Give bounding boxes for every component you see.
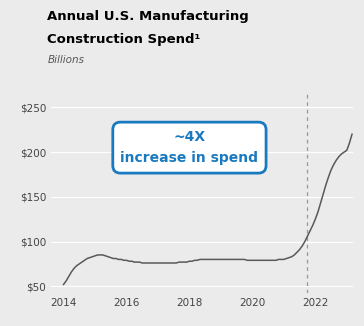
Text: Annual U.S. Manufacturing: Annual U.S. Manufacturing [47,10,249,23]
Text: ~4X
increase in spend: ~4X increase in spend [120,130,258,166]
Text: Construction Spend¹: Construction Spend¹ [47,33,201,46]
Text: Billions: Billions [47,55,84,66]
